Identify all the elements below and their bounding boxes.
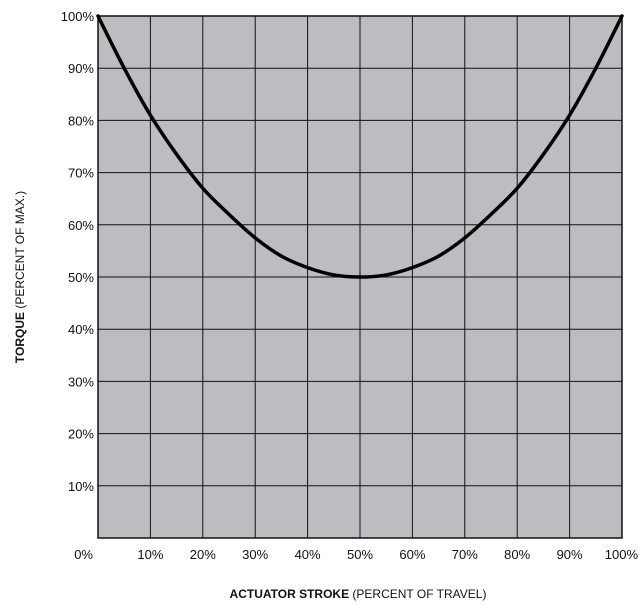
x-tick-label: 30% [242,547,268,562]
x-tick-label: 50% [347,547,373,562]
x-tick-label: 70% [452,547,478,562]
grid [98,16,622,538]
x-tick-label: 10% [137,547,163,562]
x-tick-label: 90% [557,547,583,562]
x-tick-label: 80% [504,547,530,562]
x-axis-title: ACTUATOR STROKE (PERCENT OF TRAVEL) [230,587,487,601]
y-axis-title-rest: (PERCENT OF MAX.) [13,191,27,312]
y-tick-label: 100% [61,9,95,24]
y-tick-label: 90% [68,61,94,76]
y-tick-label: 60% [68,218,94,233]
y-tick-label: 50% [68,270,94,285]
y-tick-label: 80% [68,113,94,128]
y-axis-title-bold: TORQUE [13,312,27,363]
torque-curve [96,14,624,279]
tick-labels: 0% 10% 20% 30% 40% 50% 60% 70% 80% 90% 100% 10% 20% 3… [61,9,639,562]
x-tick-label: 100% [605,547,639,562]
y-tick-label: 30% [68,374,94,389]
x-tick-label: 60% [399,547,425,562]
x-tick-label: 40% [295,547,321,562]
x-axis-title-bold: ACTUATOR STROKE [230,587,350,601]
x-tick-label: 0% [74,547,93,562]
x-axis-title-rest: (PERCENT OF TRAVEL) [349,587,486,601]
y-tick-label: 10% [68,479,94,494]
x-tick-label: 20% [190,547,216,562]
y-tick-label: 20% [68,427,94,442]
y-tick-label: 40% [68,322,94,337]
y-tick-label: 70% [68,166,94,181]
y-axis-title: TORQUE (PERCENT OF MAX.) [13,191,27,363]
